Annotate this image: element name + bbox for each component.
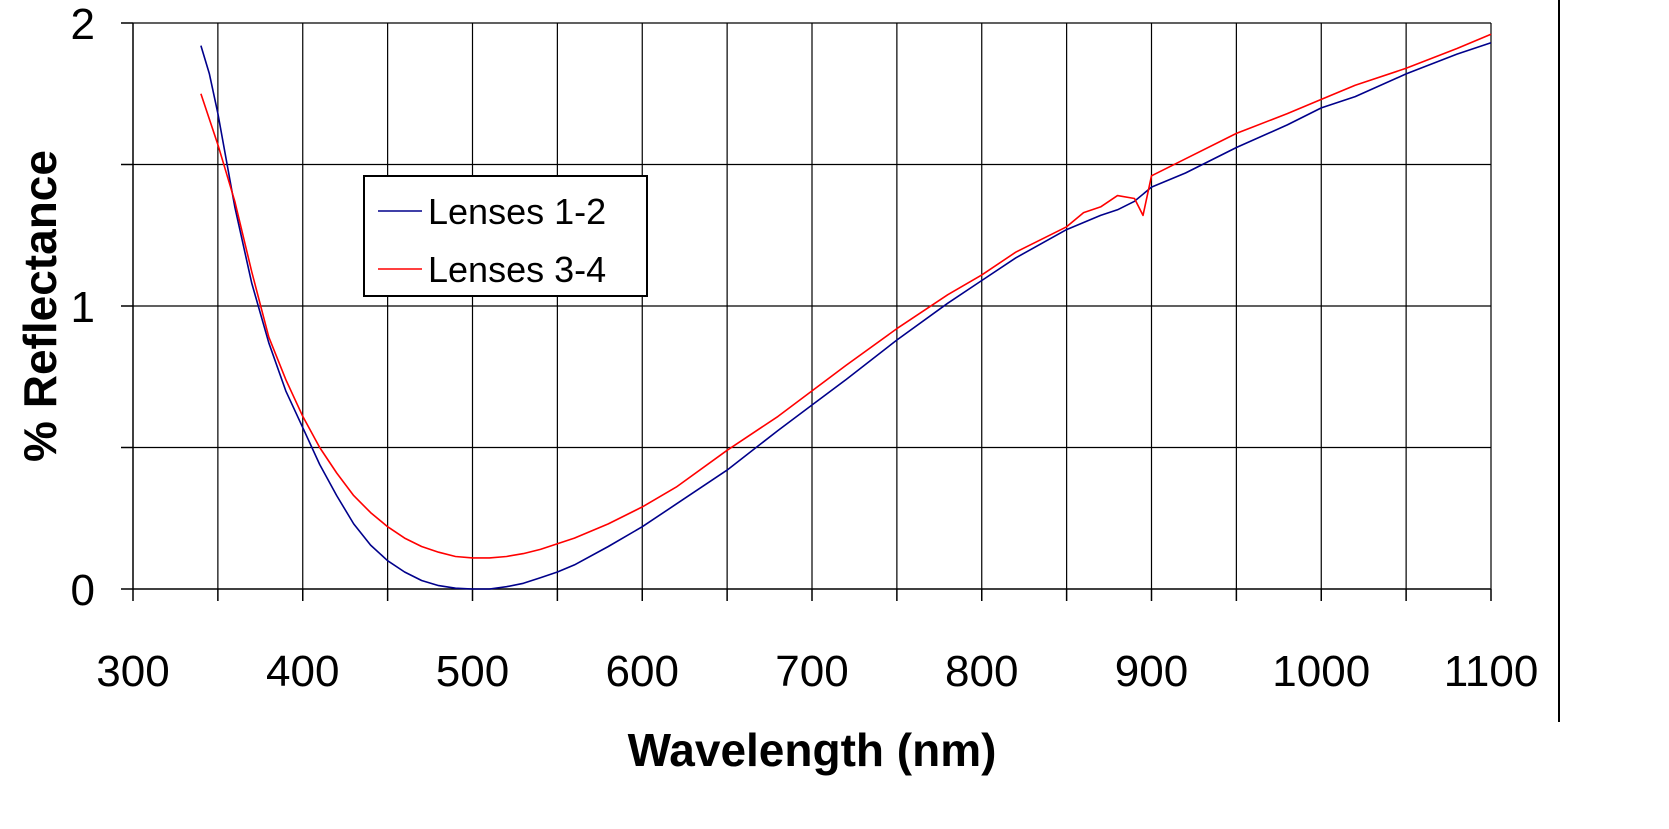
legend-label-lenses-3-4: Lenses 3-4 (428, 249, 606, 290)
legend-box (363, 175, 648, 297)
y-tick-labels: 0 1 2 (71, 0, 95, 615)
x-tick-label: 600 (606, 647, 679, 696)
x-axis-title: Wavelength (nm) (628, 724, 997, 776)
legend: Lenses 1-2 Lenses 3-4 (363, 175, 648, 297)
series-line-lenses-3-4 (200, 33, 1492, 559)
x-tick-label: 800 (945, 647, 1018, 696)
x-tick-label: 1100 (1444, 647, 1539, 696)
series-lines (200, 33, 1492, 590)
y-tick-label: 0 (71, 566, 95, 615)
x-tick-label: 400 (266, 647, 339, 696)
x-tick-label: 500 (436, 647, 509, 696)
x-tick-label: 700 (775, 647, 848, 696)
y-tick-label: 2 (71, 0, 95, 49)
x-tick-labels: 300 400 500 600 700 800 900 1000 1100 (96, 647, 1538, 696)
x-tick-label: 300 (96, 647, 169, 696)
series-line-lenses-1-2 (200, 42, 1492, 590)
y-tick-label: 1 (71, 283, 95, 332)
grid-lines (133, 22, 1492, 589)
x-tick-label: 1000 (1272, 647, 1370, 696)
x-tick-label: 900 (1115, 647, 1188, 696)
axes (121, 22, 1492, 601)
legend-label-lenses-1-2: Lenses 1-2 (428, 191, 606, 232)
y-axis-title: % Reflectance (14, 150, 66, 462)
